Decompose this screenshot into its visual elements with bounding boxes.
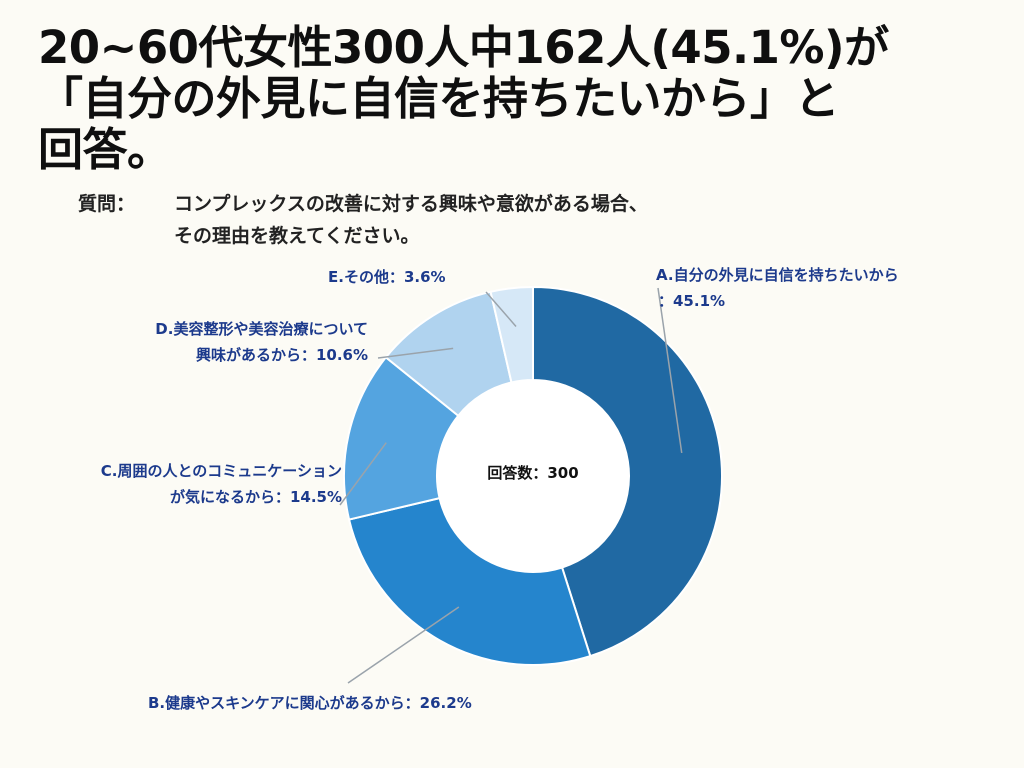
- question-block: 質問： コンプレックスの改善に対する興味や意欲がある場合、 その理由を教えてくだ…: [78, 188, 648, 252]
- question-line-2: その理由を教えてください。: [174, 225, 420, 247]
- question-text: コンプレックスの改善に対する興味や意欲がある場合、 その理由を教えてください。: [174, 188, 648, 252]
- leader-line-d: [377, 347, 454, 359]
- slice-label-a-line-2: ：45.1%: [658, 292, 726, 310]
- leader-line-e: [485, 291, 517, 327]
- question-line-1: コンプレックスの改善に対する興味や意欲がある場合、: [174, 193, 648, 215]
- slice-label-c-line-1: C.周囲の人とのコミュニケーション: [100, 462, 342, 480]
- slice-label-b-line-1: B.健康やスキンケアに関心があるから：26.2%: [148, 694, 472, 712]
- question-label: 質問：: [78, 193, 136, 215]
- donut-hole: [437, 380, 629, 572]
- slice-label-d-line-2: 興味があるから：10.6%: [195, 346, 368, 364]
- slice-label-c-line-2: が気になるから：14.5%: [169, 488, 342, 506]
- leader-line-b: [347, 606, 460, 684]
- headline-line-3: 回答。: [38, 123, 172, 176]
- slice-label-d: D.美容整形や美容治療について 興味があるから：10.6%: [62, 316, 368, 368]
- headline: 20~60代女性300人中162人(45.1%)が 「自分の外見に自信を持ちたい…: [38, 22, 998, 175]
- headline-line-1: 20~60代女性300人中162人(45.1%)が: [38, 21, 889, 74]
- headline-line-2: 「自分の外見に自信を持ちたいから」と: [38, 72, 840, 125]
- chart-center-label: 回答数：300: [487, 464, 579, 482]
- slice-label-c: C.周囲の人とのコミュニケーション が気になるから：14.5%: [12, 458, 342, 510]
- slice-label-e-line-1: E.その他：3.6%: [328, 268, 446, 286]
- slice-label-d-line-1: D.美容整形や美容治療について: [155, 320, 368, 338]
- leader-lines: [339, 287, 683, 684]
- slice-label-a-line-1: A.自分の外見に自信を持ちたいから: [656, 266, 899, 284]
- leader-line-c: [339, 442, 387, 506]
- slice-label-e: E.その他：3.6%: [328, 264, 446, 290]
- chart-slices: [343, 285, 723, 666]
- slice-label-a: A.自分の外見に自信を持ちたいから ：45.1%: [656, 262, 899, 314]
- leader-line-a: [657, 287, 683, 454]
- slice-label-b: B.健康やスキンケアに関心があるから：26.2%: [148, 690, 472, 716]
